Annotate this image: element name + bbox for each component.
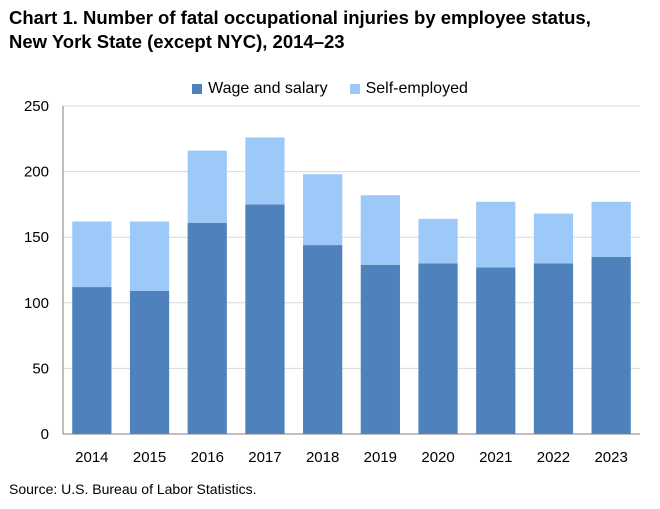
bar-wage-and-salary bbox=[303, 245, 343, 434]
legend-label-wage: Wage and salary bbox=[208, 80, 328, 97]
x-tick-label: 2019 bbox=[364, 449, 397, 466]
chart-plot: 0 50 100 150 200 250 2014 2015 2016 2017 2018 2019 2… bbox=[24, 98, 640, 466]
legend-swatch-wage bbox=[192, 84, 203, 94]
bar-wage-and-salary bbox=[129, 290, 170, 434]
chart-title: Chart 1. Number of fatal occupational in… bbox=[9, 6, 649, 54]
x-tick-label: 2014 bbox=[75, 449, 108, 466]
x-tick-label: 2018 bbox=[306, 449, 339, 466]
bar-wage-and-salary bbox=[533, 263, 574, 434]
bar-self-employed bbox=[533, 213, 574, 264]
bar-self-employed bbox=[129, 221, 170, 291]
x-tick-label: 2015 bbox=[133, 449, 166, 466]
bar-wage-and-salary bbox=[360, 264, 400, 434]
x-tick-label: 2016 bbox=[191, 449, 224, 466]
x-tick-label: 2021 bbox=[479, 449, 512, 466]
bar-self-employed bbox=[591, 201, 631, 257]
y-tick-label: 0 bbox=[41, 426, 49, 443]
bar-wage-and-salary bbox=[418, 263, 458, 434]
bar-wage-and-salary bbox=[72, 287, 112, 434]
chart-title-line-2: New York State (except NYC), 2014–23 bbox=[9, 31, 345, 52]
bar-self-employed bbox=[360, 195, 400, 265]
x-tick-label: 2022 bbox=[537, 449, 570, 466]
chart-title-line-1: Chart 1. Number of fatal occupational in… bbox=[9, 7, 591, 28]
y-tick-label: 100 bbox=[24, 295, 49, 312]
source-note: Source: U.S. Bureau of Labor Statistics. bbox=[9, 481, 257, 497]
bar-self-employed bbox=[476, 201, 516, 268]
bar-self-employed bbox=[245, 137, 285, 205]
y-tick-label: 250 bbox=[24, 98, 49, 115]
bar-self-employed bbox=[303, 174, 343, 246]
x-tick-label: 2023 bbox=[594, 449, 627, 466]
bar-self-employed bbox=[187, 150, 227, 223]
y-tick-label: 50 bbox=[32, 360, 49, 377]
y-tick-label: 200 bbox=[24, 164, 49, 181]
x-tick-label: 2017 bbox=[248, 449, 281, 466]
legend-label-self: Self-employed bbox=[365, 80, 468, 97]
bar-wage-and-salary bbox=[245, 204, 285, 434]
bar-wage-and-salary bbox=[591, 256, 631, 434]
bar-wage-and-salary bbox=[476, 267, 516, 434]
legend-swatch-self bbox=[349, 84, 360, 94]
legend-item-self: Self-employed bbox=[349, 80, 468, 98]
legend-item-wage: Wage and salary bbox=[192, 80, 328, 98]
y-tick-label: 150 bbox=[24, 229, 49, 246]
chart-legend: Wage and salary Self-employed bbox=[0, 79, 660, 99]
x-tick-label: 2020 bbox=[421, 449, 454, 466]
bar-self-employed bbox=[418, 218, 458, 264]
bar-wage-and-salary bbox=[187, 222, 227, 434]
bar-self-employed bbox=[72, 221, 112, 288]
